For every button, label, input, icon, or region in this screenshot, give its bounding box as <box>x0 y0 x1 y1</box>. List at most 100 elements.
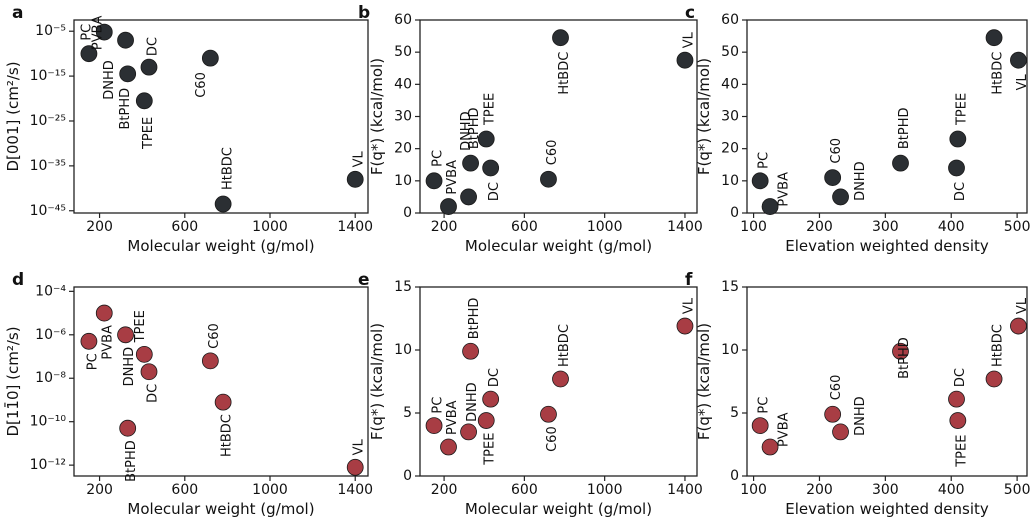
data-point-label: BtPHD <box>124 440 139 482</box>
data-point-label: DNHD <box>122 347 137 387</box>
data-point-label: DC <box>145 37 160 56</box>
x-tick-label: 1400 <box>337 219 373 235</box>
x-axis-label: Molecular weight (g/mol) <box>127 237 314 255</box>
data-point-label: VL <box>1015 73 1030 90</box>
panel-letter: d <box>12 270 24 290</box>
data-point-label: HtBDC <box>991 324 1006 367</box>
panel-e: e 200 600 1000 1400 0 5 10 15 Molecular weight (g… <box>358 270 703 518</box>
x-tick-label: 600 <box>171 482 198 498</box>
data-point <box>552 29 569 47</box>
data-point <box>948 390 965 408</box>
data-point-label: HtBDC <box>557 52 572 95</box>
data-point <box>119 65 137 83</box>
data-point <box>948 159 965 177</box>
data-point <box>462 154 479 172</box>
data-point-label: VL <box>681 297 696 314</box>
data-point <box>140 58 158 76</box>
data-point-label: DNHD <box>459 111 474 151</box>
x-tick-label: 1400 <box>337 482 373 498</box>
data-point <box>482 390 500 408</box>
data-point <box>119 419 137 437</box>
x-tick-label: 500 <box>1004 219 1031 235</box>
y-tick-label: 15 <box>394 279 412 295</box>
y-tick-label: 40 <box>721 76 739 92</box>
x-tick-label: 1000 <box>587 482 623 498</box>
data-point <box>460 188 477 206</box>
data-point-label: DNHD <box>853 161 868 201</box>
data-point <box>676 51 694 69</box>
data-point-label: C60 <box>829 138 844 164</box>
y-tick-label: 10 <box>394 342 412 358</box>
data-point-label: VL <box>352 150 367 167</box>
x-tick-label: 1000 <box>252 219 288 235</box>
plot-frame <box>73 286 369 477</box>
data-point-label: TPEE <box>483 433 498 466</box>
data-point-label: TPEE <box>483 93 498 126</box>
x-tick-label: 600 <box>511 219 538 235</box>
data-point <box>761 198 779 215</box>
data-point-label: HtBDC <box>220 414 235 457</box>
data-point <box>135 92 153 110</box>
y-tick-label: 60 <box>394 12 412 28</box>
data-point <box>751 172 769 190</box>
data-point <box>832 188 849 206</box>
data-point <box>440 198 457 215</box>
x-tick-label: 600 <box>511 482 538 498</box>
data-point <box>201 49 219 67</box>
y-tick-label: 30 <box>721 109 739 125</box>
data-point <box>676 317 694 335</box>
data-point <box>214 195 232 213</box>
data-point-label: DC <box>953 182 968 201</box>
data-point-label: PVBA <box>101 325 116 360</box>
data-point-label: VL <box>681 31 696 48</box>
y-tick-label: 60 <box>721 12 739 28</box>
y-tick-label: 50 <box>394 44 412 60</box>
data-point <box>751 417 769 435</box>
data-point <box>832 423 849 441</box>
data-point <box>824 169 842 187</box>
data-point <box>214 393 232 411</box>
y-tick-label: 10⁻⁴⁵ <box>30 203 66 219</box>
y-tick-label: 30 <box>394 109 412 125</box>
y-tick-label: 10⁻⁵ <box>35 23 66 39</box>
data-point-label: TPEE <box>141 117 156 150</box>
data-point <box>985 370 1003 388</box>
data-point-label: PC <box>431 150 446 167</box>
x-tick-label: 200 <box>806 482 833 498</box>
y-axis-label: D[11̄0] (cm²/s) <box>3 326 22 436</box>
data-point <box>985 29 1003 47</box>
y-tick-label: 15 <box>721 279 739 295</box>
data-point-label: PVBA <box>91 15 106 50</box>
data-point-label: HtBDC <box>991 52 1006 95</box>
data-point <box>140 363 158 381</box>
y-tick-label: 50 <box>721 44 739 60</box>
x-tick-label: 500 <box>1004 482 1031 498</box>
panel-c: c 100 200 300 400 500 0 10 20 30 40 50 60 Elevation w… <box>685 3 1030 255</box>
panel-letter: e <box>358 270 370 290</box>
data-point-label: TPEE <box>954 435 969 468</box>
data-point <box>462 342 479 360</box>
y-tick-label: 10⁻¹² <box>30 457 66 473</box>
plot-frame <box>419 286 698 477</box>
data-point <box>117 326 134 344</box>
data-point-label: PC <box>757 152 772 169</box>
data-point <box>460 423 477 441</box>
y-tick-label: 10⁻³⁵ <box>30 158 66 174</box>
data-point-label: TPEE <box>954 93 969 126</box>
data-point-label: PC <box>757 397 772 414</box>
data-point <box>425 417 443 435</box>
x-axis-label: Elevation weighted density <box>785 500 989 518</box>
data-point <box>892 342 909 360</box>
data-point-label: HtBDC <box>557 324 572 367</box>
y-tick-label: 10⁻¹⁵ <box>30 68 66 84</box>
y-tick-label: 5 <box>730 405 739 421</box>
data-point-label: BtPHD <box>467 298 482 340</box>
data-point-label: PC <box>79 24 94 41</box>
data-point <box>761 438 779 456</box>
data-point <box>80 332 98 350</box>
y-tick-label: 10 <box>721 342 739 358</box>
data-point-label: BtPHD <box>897 108 912 150</box>
x-tick-label: 1400 <box>667 219 703 235</box>
x-axis-label: Molecular weight (g/mol) <box>465 237 652 255</box>
